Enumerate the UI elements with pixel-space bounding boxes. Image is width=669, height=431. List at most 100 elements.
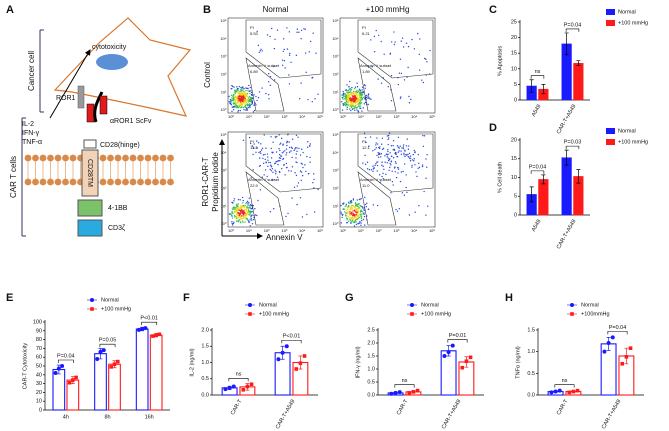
flow-event <box>349 105 351 107</box>
y-axis-label: % Apoptosis <box>497 46 503 77</box>
flow-event <box>237 212 240 214</box>
flow-event <box>246 212 249 214</box>
y-tick-label: 10³ <box>221 54 227 59</box>
significance-bracket <box>565 145 580 150</box>
flow-event <box>232 93 235 96</box>
flow-event <box>238 208 240 210</box>
flow-event <box>299 154 302 156</box>
y-tick-label: 10² <box>333 185 339 190</box>
gate <box>245 19 322 79</box>
car-t-label: CAR T cells <box>9 156 18 198</box>
flow-event <box>239 210 242 213</box>
flow-event <box>378 147 381 150</box>
flow-event <box>250 204 252 207</box>
lipid-head <box>39 154 47 162</box>
flow-event <box>414 164 416 166</box>
flow-event <box>312 32 314 34</box>
flow-event <box>402 148 405 150</box>
flow-event <box>233 214 236 217</box>
flow-event <box>345 203 347 205</box>
flow-event <box>236 101 239 104</box>
flow-event <box>248 221 250 224</box>
flow-event <box>411 38 413 41</box>
flow-event <box>359 211 362 213</box>
x-tick-label: 10⁴ <box>299 114 305 119</box>
flow-event <box>379 156 382 158</box>
flow-event <box>251 103 253 105</box>
flow-event <box>291 156 293 159</box>
flow-event <box>286 144 288 147</box>
flow-event <box>351 201 353 203</box>
flow-event <box>245 218 248 220</box>
flow-event <box>261 147 264 150</box>
flow-event <box>286 48 289 50</box>
lipid-head <box>137 178 144 186</box>
flow-event <box>405 145 408 147</box>
flow-event <box>239 207 242 209</box>
flow-event <box>242 106 245 109</box>
flow-event <box>264 153 266 156</box>
flow-event <box>263 134 265 136</box>
flow-event <box>372 165 374 167</box>
flow-event <box>429 49 431 52</box>
flow-event <box>284 150 286 152</box>
flow-event <box>349 218 351 221</box>
flow-event <box>408 152 411 155</box>
flow-event <box>246 208 248 210</box>
flow-event <box>397 146 399 148</box>
y-tick-label: 1.5 <box>367 353 375 359</box>
significance-bracket <box>141 321 158 326</box>
panel-letter: F <box>183 292 190 304</box>
flow-event <box>252 147 255 149</box>
flow-event <box>367 97 369 100</box>
flow-event <box>237 198 240 201</box>
flow-event <box>243 216 245 218</box>
flow-event <box>354 99 356 102</box>
flow-event <box>249 86 252 89</box>
costim <box>77 199 103 217</box>
y-tick-label: 30 <box>36 381 42 387</box>
flow-event <box>260 149 263 151</box>
flow-event <box>257 199 259 202</box>
flow-event <box>233 96 235 99</box>
significance-label: P=0.04 <box>529 164 547 170</box>
data-point <box>450 343 455 348</box>
flow-event <box>346 218 349 220</box>
flow-event <box>288 151 291 153</box>
flow-event <box>247 203 249 205</box>
flow-event <box>278 148 280 150</box>
flow-event <box>400 171 403 173</box>
flow-event <box>374 164 376 167</box>
gate <box>245 133 322 193</box>
flow-event <box>422 145 425 147</box>
data-point <box>154 333 158 337</box>
flow-event <box>358 206 360 208</box>
x-tick-label: 10⁴ <box>411 228 417 233</box>
flow-event <box>354 86 357 88</box>
flow-event <box>352 103 354 105</box>
flow-event <box>255 104 257 106</box>
flow-event <box>309 143 312 145</box>
x-tick-label: 10³ <box>282 228 288 233</box>
flow-event <box>418 162 420 165</box>
flow-event <box>300 29 303 32</box>
flow-event <box>353 95 355 97</box>
flow-event <box>250 91 253 94</box>
flow-event <box>365 94 368 97</box>
flow-event <box>394 152 397 154</box>
flow-event <box>246 94 248 96</box>
flow-event <box>354 91 356 93</box>
flow-event <box>269 168 271 171</box>
flow-event <box>237 92 239 94</box>
legend-label: +100mmHg <box>581 311 610 317</box>
flow-event <box>269 84 271 87</box>
x-tick-label: 16h <box>145 414 154 420</box>
x-tick-label: 10² <box>376 114 382 119</box>
data-point <box>241 388 246 392</box>
flow-event <box>255 95 257 98</box>
flow-event <box>372 150 374 152</box>
flow-event <box>365 96 368 99</box>
flow-event <box>354 202 357 204</box>
flow-event <box>281 167 283 170</box>
